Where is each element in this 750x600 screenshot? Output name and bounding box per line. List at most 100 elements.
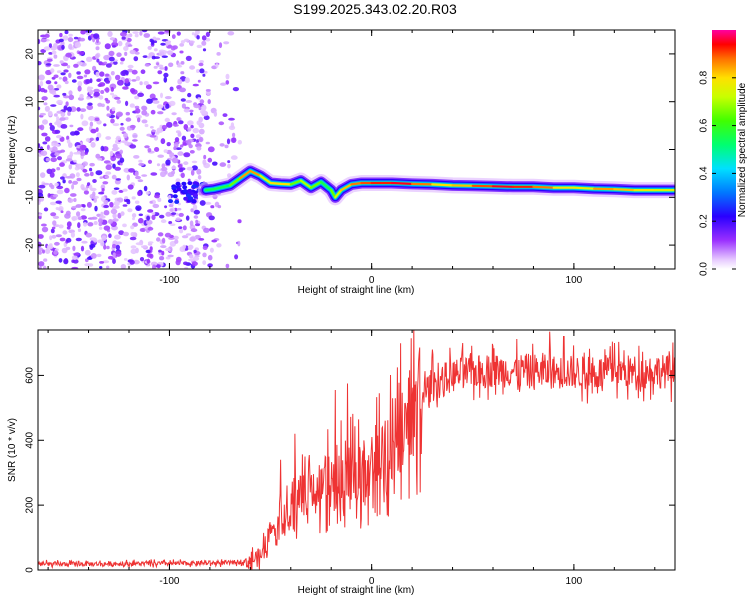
noise-speckle bbox=[42, 265, 47, 269]
noise-speckle bbox=[196, 35, 200, 40]
noise-speckle bbox=[194, 30, 200, 35]
noise-speckle bbox=[192, 83, 199, 87]
noise-speckle bbox=[190, 133, 195, 139]
noise-speckle bbox=[104, 97, 109, 101]
noise-speckle bbox=[38, 74, 45, 81]
noise-speckle bbox=[182, 244, 186, 249]
noise-speckle bbox=[114, 234, 121, 240]
noise-speckle bbox=[99, 71, 105, 77]
noise-speckle bbox=[113, 147, 120, 150]
noise-speckle bbox=[192, 127, 200, 134]
noise-speckle bbox=[227, 163, 231, 169]
noise-speckle bbox=[65, 101, 69, 107]
noise-speckle bbox=[144, 63, 150, 67]
noise-speckle bbox=[152, 203, 160, 209]
noise-speckle bbox=[198, 136, 204, 143]
noise-speckle bbox=[89, 137, 94, 141]
noise-speckle bbox=[182, 185, 188, 190]
noise-speckle bbox=[130, 88, 136, 93]
noise-speckle bbox=[180, 144, 184, 148]
noise-speckle bbox=[93, 91, 100, 97]
noise-speckle bbox=[228, 117, 235, 121]
noise-speckle bbox=[120, 57, 125, 62]
noise-speckle bbox=[163, 76, 168, 83]
colorbar-tick-label: 0.2 bbox=[699, 214, 710, 228]
carrier-track-core bbox=[239, 169, 252, 180]
noise-speckle bbox=[127, 208, 133, 213]
noise-speckle bbox=[68, 72, 72, 79]
noise-speckle bbox=[124, 78, 129, 84]
noise-speckle bbox=[88, 116, 95, 121]
noise-speckle bbox=[161, 237, 166, 244]
noise-speckle bbox=[105, 164, 112, 170]
colorbar-tick-label: 0.0 bbox=[699, 262, 710, 276]
noise-speckle bbox=[202, 48, 207, 52]
noise-speckle bbox=[225, 80, 230, 85]
noise-speckle bbox=[169, 86, 174, 92]
noise-speckle bbox=[90, 253, 97, 259]
noise-speckle bbox=[112, 163, 116, 169]
noise-speckle bbox=[147, 159, 153, 164]
noise-speckle bbox=[63, 69, 69, 73]
noise-speckle bbox=[231, 137, 237, 144]
noise-speckle bbox=[93, 221, 98, 225]
noise-speckle bbox=[103, 54, 110, 61]
noise-speckle bbox=[175, 181, 181, 186]
noise-speckle bbox=[59, 32, 63, 38]
noise-speckle bbox=[42, 119, 48, 125]
noise-speckle bbox=[109, 37, 115, 41]
snr-x-tick-label: 100 bbox=[566, 576, 583, 587]
noise-speckle bbox=[64, 187, 70, 194]
noise-speckle bbox=[64, 30, 69, 35]
noise-speckle bbox=[154, 147, 160, 152]
noise-speckle bbox=[118, 189, 124, 193]
noise-speckle bbox=[179, 228, 184, 234]
noise-speckle bbox=[56, 135, 62, 139]
noise-speckle bbox=[63, 258, 69, 264]
noise-speckle bbox=[82, 161, 88, 167]
carrier-track-core bbox=[491, 185, 515, 188]
carrier-track-core bbox=[471, 184, 495, 188]
noise-speckle bbox=[189, 112, 193, 116]
noise-speckle bbox=[202, 252, 207, 258]
noise-speckle bbox=[112, 45, 116, 48]
carrier-track-core bbox=[340, 183, 353, 192]
noise-speckle bbox=[77, 216, 82, 220]
noise-speckle bbox=[115, 241, 122, 245]
spectrogram-y-tick-label: 10 bbox=[25, 96, 36, 108]
noise-speckle bbox=[114, 166, 121, 171]
noise-speckle bbox=[165, 159, 171, 166]
spectrogram-y-tick-label: 0 bbox=[25, 146, 36, 152]
noise-speckle bbox=[168, 221, 173, 225]
noise-speckle bbox=[188, 258, 195, 262]
noise-speckle bbox=[207, 157, 213, 163]
noise-speckle bbox=[119, 149, 123, 155]
noise-speckle bbox=[132, 31, 139, 34]
noise-speckle bbox=[52, 92, 57, 96]
noise-speckle bbox=[179, 87, 186, 93]
noise-speckle bbox=[68, 43, 73, 50]
noise-speckle bbox=[160, 171, 166, 178]
noise-speckle bbox=[76, 163, 84, 170]
noise-speckle bbox=[150, 126, 154, 129]
noise-speckle bbox=[123, 46, 129, 51]
noise-speckle bbox=[168, 62, 174, 68]
noise-speckle bbox=[133, 259, 140, 265]
noise-speckle bbox=[182, 142, 187, 146]
snr-x-tick-label: 0 bbox=[369, 576, 375, 587]
noise-speckle bbox=[134, 33, 139, 38]
noise-speckle bbox=[94, 205, 98, 212]
noise-speckle bbox=[203, 227, 210, 233]
noise-speckle bbox=[40, 223, 47, 227]
noise-speckle bbox=[49, 125, 55, 131]
noise-speckle bbox=[205, 89, 211, 92]
noise-speckle bbox=[65, 158, 73, 162]
noise-speckle bbox=[159, 214, 165, 219]
noise-speckle bbox=[189, 40, 194, 47]
noise-speckle bbox=[93, 33, 100, 39]
noise-speckle bbox=[83, 222, 88, 227]
noise-speckle bbox=[159, 51, 165, 57]
noise-speckle bbox=[185, 233, 192, 236]
noise-speckle bbox=[92, 179, 97, 183]
